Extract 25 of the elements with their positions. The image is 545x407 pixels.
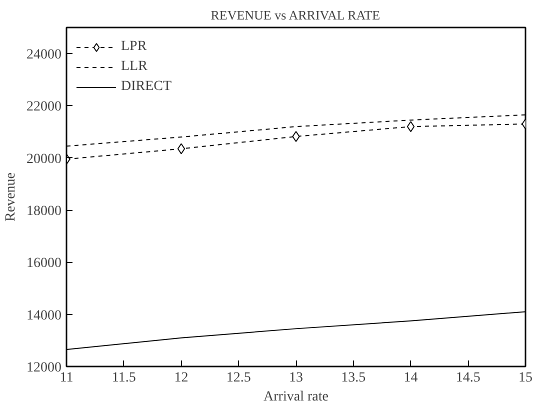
y-tick-label: 20000 [26,152,62,167]
x-tick-label: 14 [404,370,418,386]
x-tick-label: 11 [60,370,74,386]
y-tick-label: 24000 [26,48,62,63]
y-tick-label: 18000 [26,204,62,220]
point [177,143,186,154]
x-tick-label: 15 [518,370,532,386]
point [292,131,300,142]
y-tick-label: 12000 [26,360,62,376]
y-tick-label: 16000 [26,256,62,272]
point [406,121,415,132]
x-tick-label: 13.5 [341,370,366,386]
x-tick-label: 12 [174,370,188,386]
x-tick-label: 12.5 [226,370,251,386]
x-axis-title: Arrival rate [264,390,328,404]
legend-label: LLR [121,59,148,75]
y-tick-label: 22000 [26,100,62,115]
legend-label: DIRECT [121,79,172,95]
x-tick-label: 11.5 [112,370,136,386]
legend-label: LPR [121,39,147,55]
y-axis-title: Revenue [4,172,18,222]
x-tick-label: 14.5 [456,370,480,386]
x-tick-label: 13 [289,370,303,386]
y-tick-label: 14000 [26,308,62,324]
chart-title: REVENUE vs ARRIVAL RATE [210,8,380,22]
